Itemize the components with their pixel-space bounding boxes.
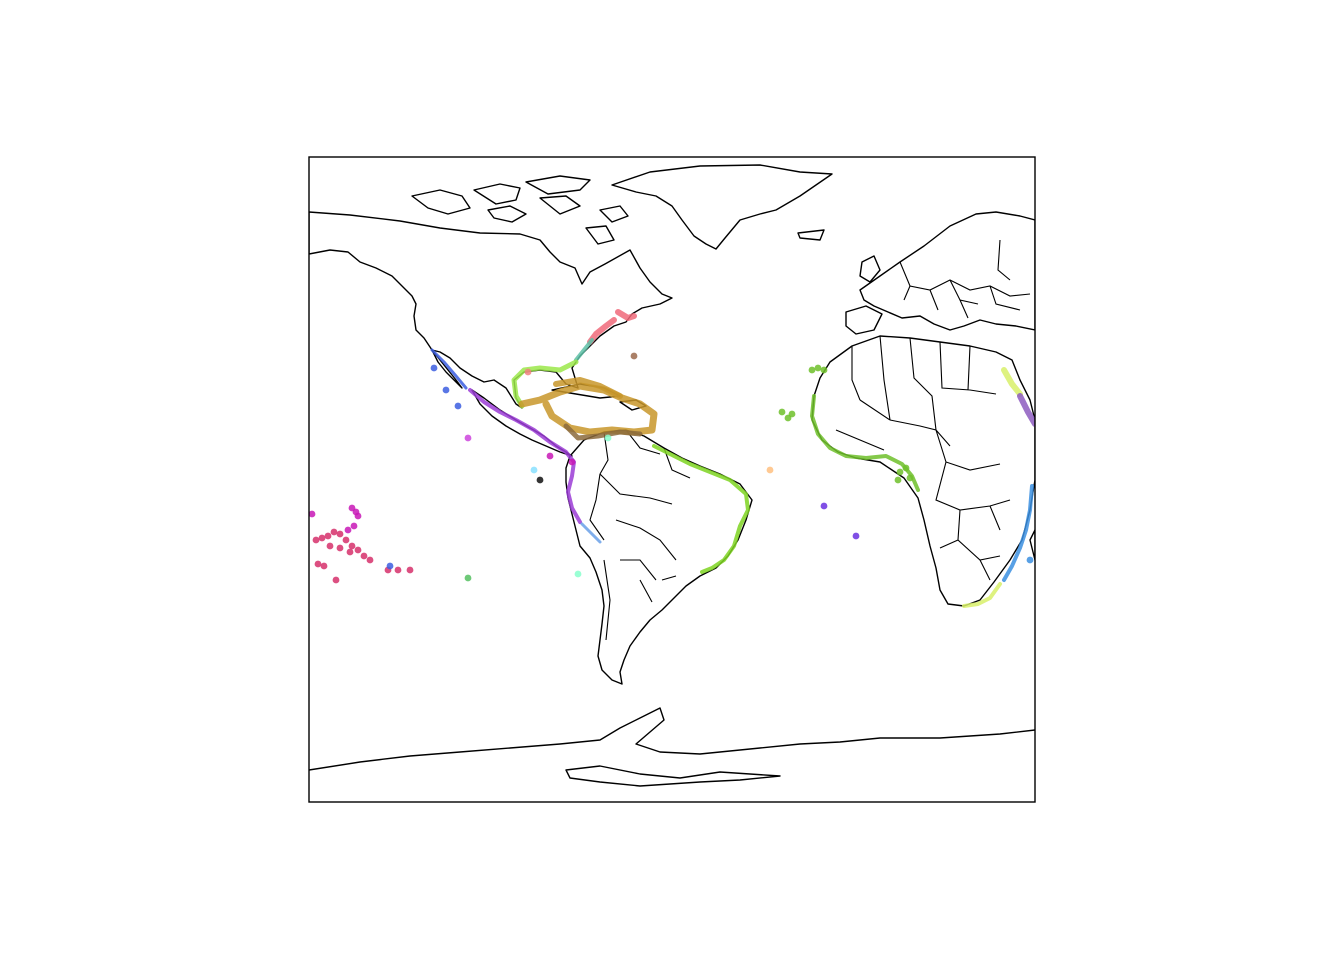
occurrence-point xyxy=(320,562,328,570)
occurrence-point xyxy=(336,544,344,552)
land-greenland xyxy=(611,164,833,250)
occurrence-point xyxy=(852,532,860,540)
occurrence-point xyxy=(430,364,438,372)
occurrence-point xyxy=(406,566,414,574)
occurrence-point xyxy=(342,536,350,544)
occurrence-point xyxy=(314,560,322,568)
borders-africa xyxy=(835,335,1011,581)
coast-band-caribbean-islands xyxy=(553,377,623,399)
land-antarctica xyxy=(309,707,1035,771)
occurrence-point xyxy=(309,510,316,518)
occurrence-point xyxy=(346,548,354,556)
coast-band-pacific-mexico xyxy=(430,348,468,390)
occurrence-point xyxy=(348,542,356,550)
land-africa xyxy=(811,335,1035,607)
occurrence-point xyxy=(820,366,828,374)
map-frame xyxy=(308,156,1036,803)
occurrence-point xyxy=(324,532,332,540)
occurrence-point xyxy=(568,458,576,466)
coast-band-pacific-centam xyxy=(468,388,582,524)
occurrence-point xyxy=(546,452,554,460)
occurrence-point xyxy=(394,566,402,574)
occurrence-point xyxy=(894,476,902,484)
occurrence-point xyxy=(336,530,344,538)
occurrence-point xyxy=(574,570,582,578)
borders-south-america xyxy=(589,429,691,641)
coast-band-red-sea-purple xyxy=(1017,393,1035,427)
land-south-america xyxy=(565,429,753,685)
occurrence-point xyxy=(442,386,450,394)
occurrence-point xyxy=(1026,556,1034,564)
land-madagascar xyxy=(1029,529,1035,561)
occurrence-point xyxy=(896,468,904,476)
occurrence-point xyxy=(808,366,816,374)
coast-band-peru xyxy=(580,522,602,544)
occurrence-point xyxy=(354,546,362,554)
coast-band-brazil xyxy=(652,444,750,574)
occurrence-point xyxy=(906,474,914,482)
occurrence-point xyxy=(524,368,532,376)
occurrence-point xyxy=(464,574,472,582)
coast-band-red-sea-lime xyxy=(1001,367,1023,397)
occurrence-point xyxy=(360,552,368,560)
occurrence-point xyxy=(604,434,612,442)
occurrence-point xyxy=(778,408,786,416)
land-arctic-islands xyxy=(411,175,825,245)
occurrence-point xyxy=(902,464,910,472)
occurrence-point xyxy=(454,402,462,410)
borders-europe xyxy=(899,239,1031,319)
occurrence-point xyxy=(536,476,544,484)
occurrence-point xyxy=(386,562,394,570)
coast-band-gulf xyxy=(511,359,579,409)
coast-band-us-southeast xyxy=(574,338,594,362)
occurrence-point xyxy=(788,410,796,418)
occurrence-point xyxy=(820,502,828,510)
land-baja xyxy=(431,349,463,389)
occurrence-point xyxy=(330,528,338,536)
occurrence-points xyxy=(309,352,1034,584)
coast-band-venezuela xyxy=(563,423,643,441)
land-antarctica-peninsula xyxy=(565,765,781,787)
land-uk xyxy=(859,255,881,283)
occurrence-point xyxy=(530,466,538,474)
occurrence-point xyxy=(766,466,774,474)
land-iberia xyxy=(845,305,883,335)
occurrence-point xyxy=(350,522,358,530)
occurrence-point xyxy=(326,542,334,550)
coast-band-south-africa xyxy=(962,582,1002,608)
coast-band-east-africa xyxy=(1002,484,1034,582)
coast-band-us-east xyxy=(587,309,637,345)
occurrence-point xyxy=(344,526,352,534)
occurrence-point xyxy=(332,576,340,584)
occurrence-point xyxy=(366,556,374,564)
occurrence-point xyxy=(354,512,362,520)
coast-band-caribbean xyxy=(518,382,658,436)
land-europe xyxy=(859,211,1035,331)
occurrence-point xyxy=(814,364,822,372)
occurrence-point xyxy=(630,352,638,360)
occurrence-point xyxy=(318,534,326,542)
occurrence-point xyxy=(464,434,472,442)
occurrence-point xyxy=(312,536,320,544)
